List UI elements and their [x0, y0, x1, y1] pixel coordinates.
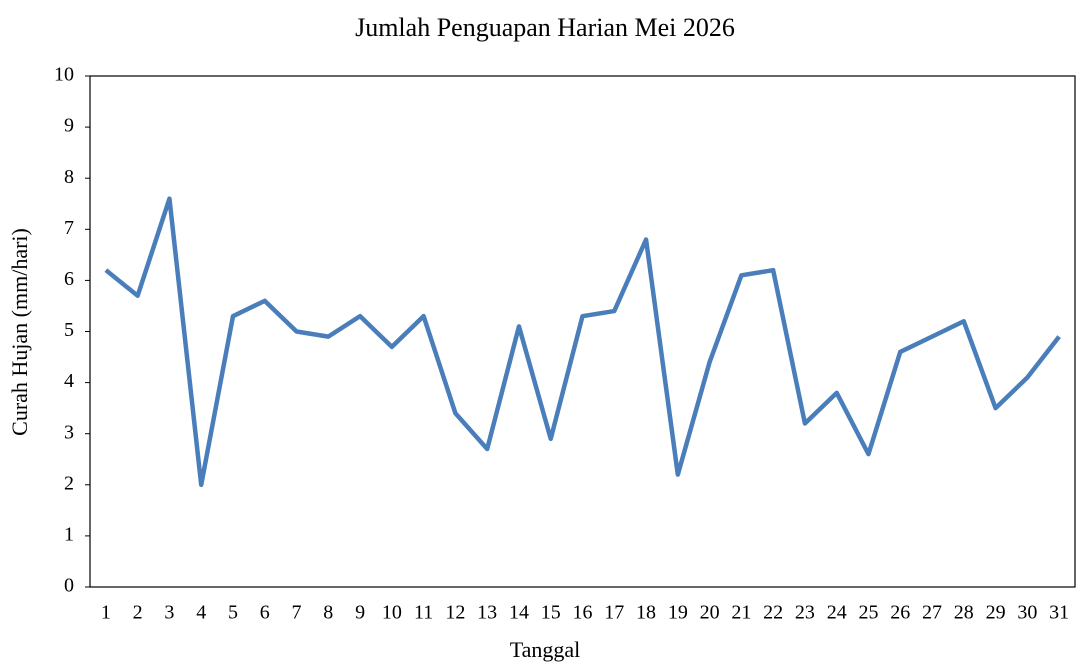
x-tick-label: 31: [1049, 602, 1069, 624]
x-tick-label: 17: [604, 602, 624, 624]
y-tick-label: 0: [64, 575, 74, 597]
x-tick-label: 2: [133, 602, 143, 624]
series-line: [104, 196, 1061, 488]
x-tick-label: 20: [700, 602, 720, 624]
x-tick-label: 15: [541, 602, 561, 624]
x-tick-label: 12: [445, 602, 465, 624]
x-tick-label: 23: [795, 602, 815, 624]
y-tick-label: 4: [64, 370, 74, 392]
x-tick-label: 27: [922, 602, 942, 624]
x-tick-label: 28: [954, 602, 974, 624]
x-tick-label: 4: [196, 602, 206, 624]
x-tick-label: 19: [668, 602, 688, 624]
y-tick-label: 7: [64, 217, 74, 239]
x-tick-label: 8: [323, 602, 333, 624]
x-tick-label: 5: [228, 602, 238, 624]
y-tick-label: 1: [64, 523, 74, 545]
plot-frame: [89, 75, 1076, 588]
x-tick-label: 30: [1017, 602, 1037, 624]
x-tick-label: 7: [292, 602, 302, 624]
y-axis-label: Curah Hujan (mm/hari): [7, 228, 32, 436]
x-tick-label: 13: [477, 602, 497, 624]
chart-title: Jumlah Penguapan Harian Mei 2026: [355, 13, 735, 42]
x-tick-label: 3: [164, 602, 174, 624]
x-tick-label: 6: [260, 602, 270, 624]
x-tick-label: 25: [858, 602, 878, 624]
x-tick-label: 10: [382, 602, 402, 624]
x-tick-label: 14: [509, 602, 529, 624]
y-tick-label: 6: [64, 268, 74, 290]
x-tick-label: 1: [101, 602, 111, 624]
x-tick-label: 18: [636, 602, 656, 624]
x-tick-label: 21: [731, 602, 751, 624]
y-tick-label: 3: [64, 421, 74, 443]
y-tick-label: 9: [64, 115, 74, 137]
x-tick-label: 16: [573, 602, 593, 624]
x-axis-label: Tanggal: [510, 637, 581, 662]
x-tick-label: 29: [986, 602, 1006, 624]
x-tick-label: 11: [414, 602, 433, 624]
y-tick-label: 8: [64, 166, 74, 188]
x-tick-label: 9: [355, 602, 365, 624]
y-tick-label: 2: [64, 472, 74, 494]
y-tick-label: 5: [64, 319, 74, 341]
x-tick-label: 26: [890, 602, 910, 624]
x-tick-label: 24: [827, 602, 847, 624]
x-tick-label: 22: [763, 602, 783, 624]
y-tick-label: 10: [54, 64, 74, 86]
